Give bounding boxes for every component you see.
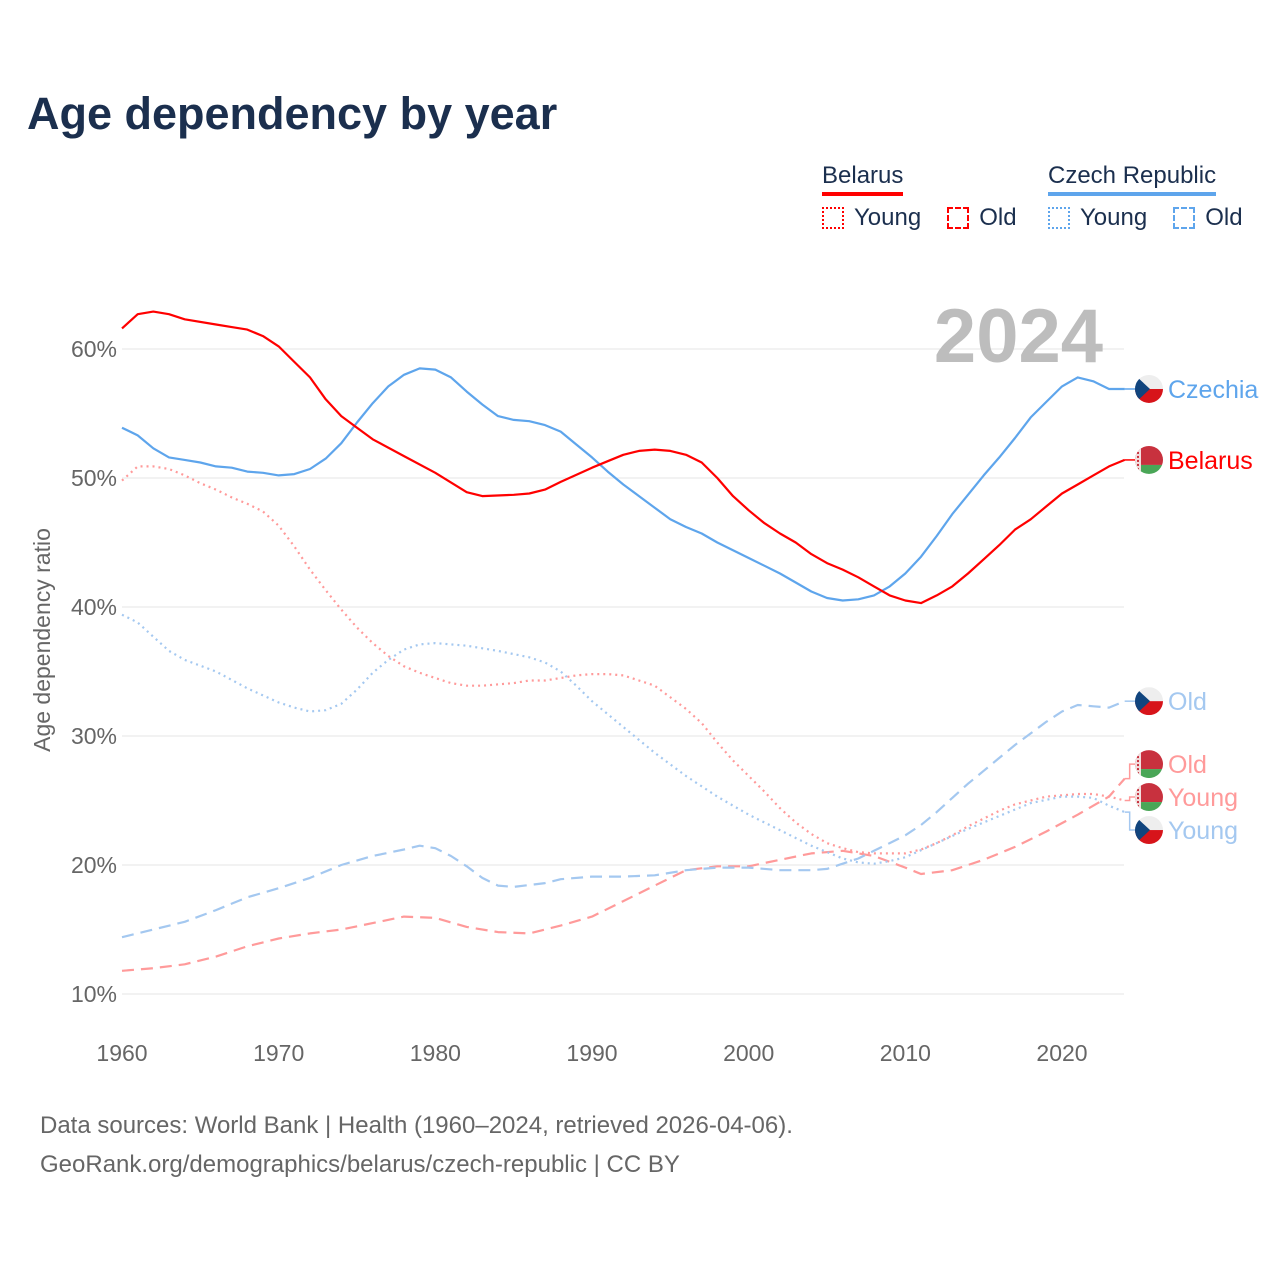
legend-swatch-young xyxy=(822,207,844,229)
end-label-czechia-young: Young xyxy=(1124,811,1238,845)
czechia-flag-icon xyxy=(1135,687,1163,716)
x-tick-label: 2010 xyxy=(880,1040,931,1066)
legend-swatch-old xyxy=(947,207,970,229)
end-label-czechia: Czechia xyxy=(1124,374,1258,404)
legend-label-young[interactable]: Young xyxy=(854,204,922,231)
end-label-text: Czechia xyxy=(1168,376,1258,404)
y-axis-ticks: 10% 20% 30% 40% 50% 60% xyxy=(71,336,117,1007)
series-line-belarus-young[interactable] xyxy=(121,465,1125,855)
y-tick-label: 10% xyxy=(71,981,117,1007)
belarus-flag-icon xyxy=(1135,750,1163,779)
end-label-text: Young xyxy=(1168,817,1238,845)
legend-label-young[interactable]: Young xyxy=(1080,204,1148,231)
legend-country-czech-republic[interactable]: Czech Republic xyxy=(1048,162,1217,196)
chart-title: Age dependency by year xyxy=(27,88,558,139)
end-label-belarus: Belarus xyxy=(1124,445,1253,475)
x-tick-label: 1960 xyxy=(96,1040,147,1066)
x-tick-label: 2020 xyxy=(1036,1040,1087,1066)
gridlines xyxy=(122,348,1124,995)
legend-country-belarus[interactable]: Belarus xyxy=(822,162,904,196)
y-tick-label: 30% xyxy=(71,723,117,749)
end-label-czechia-old: Old xyxy=(1124,687,1207,716)
legend-label-old[interactable]: Old xyxy=(1205,204,1243,231)
y-tick-label: 20% xyxy=(71,852,117,878)
series-line-czechia-young[interactable] xyxy=(121,613,1126,865)
belarus-flag-icon xyxy=(1135,445,1163,474)
series-line-czechia-old[interactable] xyxy=(121,700,1126,939)
connector-line xyxy=(1124,763,1135,780)
x-tick-label: 1980 xyxy=(410,1040,461,1066)
y-axis-label: Age dependency ratio xyxy=(29,528,55,752)
end-label-text: Old xyxy=(1168,688,1207,716)
belarus-flag-icon xyxy=(1135,783,1163,812)
y-tick-label: 50% xyxy=(71,465,117,491)
x-tick-label: 2000 xyxy=(723,1040,774,1066)
legend-swatch-old xyxy=(1173,207,1196,229)
end-label-text: Young xyxy=(1168,784,1238,812)
x-tick-label: 1970 xyxy=(253,1040,304,1066)
connector-line xyxy=(1124,811,1135,831)
end-labels: Czechia Belarus Old Old Young Young xyxy=(1124,374,1258,845)
year-label: 2024 xyxy=(934,294,1103,379)
y-tick-label: 60% xyxy=(71,336,117,362)
y-tick-label: 40% xyxy=(71,594,117,620)
czechia-flag-icon xyxy=(1135,816,1163,845)
legend-group-belarus[interactable]: Belarus Young Old xyxy=(822,162,1017,232)
source-url-text[interactable]: GeoRank.org/demographics/belarus/czech-r… xyxy=(40,1151,680,1178)
data-source-text: Data sources: World Bank | Health (1960–… xyxy=(40,1112,793,1139)
legend-swatch-young xyxy=(1048,207,1070,229)
end-label-text: Old xyxy=(1168,751,1207,779)
connector-line xyxy=(1124,796,1135,802)
x-tick-label: 1990 xyxy=(566,1040,617,1066)
x-axis-ticks: 1960 1970 1980 1990 2000 2010 2020 xyxy=(96,1040,1087,1066)
legend-group-czech-republic[interactable]: Czech Republic Young Old xyxy=(1048,162,1243,232)
end-label-text: Belarus xyxy=(1168,447,1253,475)
series-line-belarus[interactable] xyxy=(121,310,1126,605)
series-line-belarus-old[interactable] xyxy=(121,777,1126,972)
end-label-belarus-young: Young xyxy=(1124,783,1238,812)
legend-label-old[interactable]: Old xyxy=(979,204,1017,231)
footer: Data sources: World Bank | Health (1960–… xyxy=(40,1106,793,1184)
czechia-flag-icon xyxy=(1135,374,1163,403)
series-lines xyxy=(121,310,1126,972)
series-line-czechia[interactable] xyxy=(121,367,1125,602)
end-label-belarus-old: Old xyxy=(1124,750,1207,780)
